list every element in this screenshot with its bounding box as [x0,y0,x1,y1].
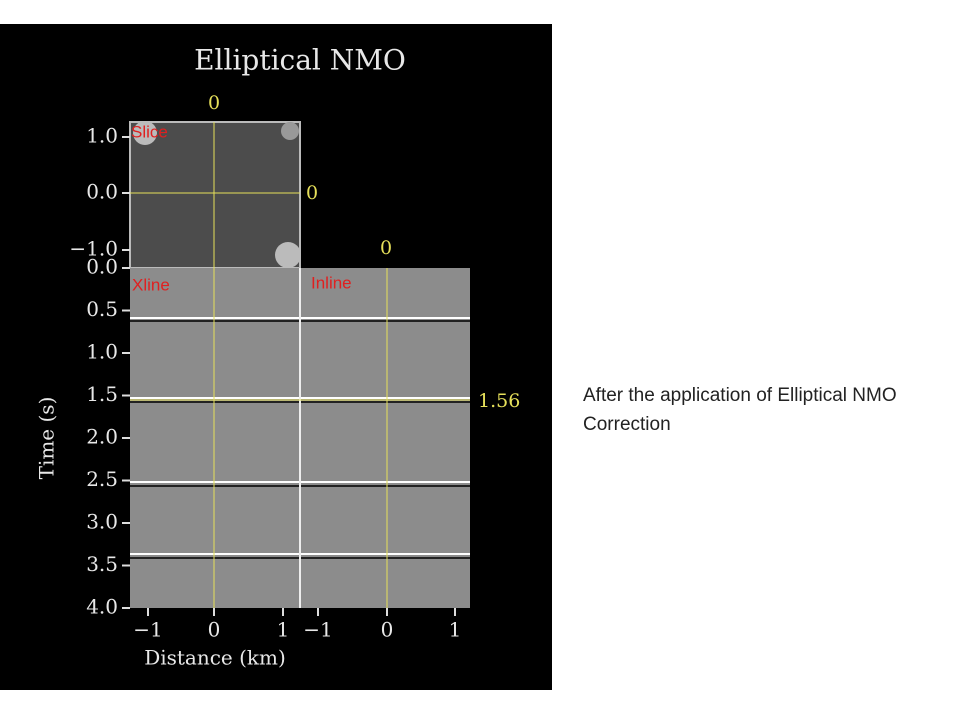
tick-label: 0.0 [86,180,118,204]
tick-label: 3.5 [86,552,118,576]
inline-panel [300,268,470,608]
slice-artifact [275,242,301,268]
tick-label: 3.0 [86,510,118,534]
section-panels [130,268,470,608]
tick-label: 2.5 [86,467,118,491]
tick-label: 4.0 [86,595,118,619]
tick-label: 2.0 [86,425,118,449]
tick-label: 1.5 [86,382,118,406]
panel-label: Slice [131,122,168,141]
distance-axis: −1 0 1 −1 0 1 [133,608,461,642]
tick-label: 1 [449,618,462,642]
time-axis: 0.0 0.5 1.0 1.5 2.0 2.5 3.0 3.5 4.0 [86,255,130,619]
axis-title: Distance (km) [144,646,286,670]
tick-label: 0 [208,618,221,642]
caption-line: After the application of Elliptical NMO [583,385,897,406]
cursor-label: 1.56 [478,390,520,412]
figure-title: Elliptical NMO [194,44,406,77]
panel-label: Xline [132,275,170,294]
tick-label: 0 [381,618,394,642]
caption-line: Correction [583,414,671,435]
tick-label: 0.5 [86,297,118,321]
tick-label: 0.0 [86,255,118,279]
cursor-label: 0 [208,92,220,114]
tick-label: 1.0 [86,124,118,148]
cursor-label: 0 [380,237,392,259]
slice-panel [129,121,301,269]
slice-axis: 1.0 0.0 −1.0 [69,124,130,261]
cursor-label: 0 [306,182,318,204]
axis-title: Time (s) [35,397,59,480]
tick-label: −1 [303,618,332,642]
tick-label: 1 [277,618,290,642]
tick-label: 1.0 [86,340,118,364]
xline-panel [130,268,300,608]
slice-artifact [133,121,157,145]
slice-artifact [281,122,299,140]
panel-label: Inline [311,273,352,292]
tick-label: −1.0 [69,237,118,261]
tick-label: −1 [133,618,162,642]
